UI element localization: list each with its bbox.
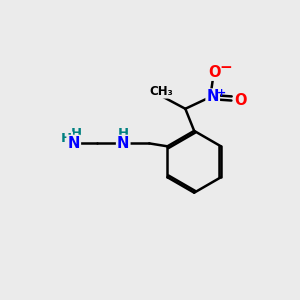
Text: H: H [118,127,129,140]
Text: O: O [234,93,247,108]
Text: CH₃: CH₃ [149,85,173,98]
Text: H: H [71,128,82,140]
Text: +: + [217,88,226,98]
Text: N: N [117,136,129,151]
Text: N: N [206,89,219,104]
Text: −: − [219,60,232,75]
Text: N: N [68,136,80,151]
Text: H: H [61,133,72,146]
Text: O: O [208,65,221,80]
